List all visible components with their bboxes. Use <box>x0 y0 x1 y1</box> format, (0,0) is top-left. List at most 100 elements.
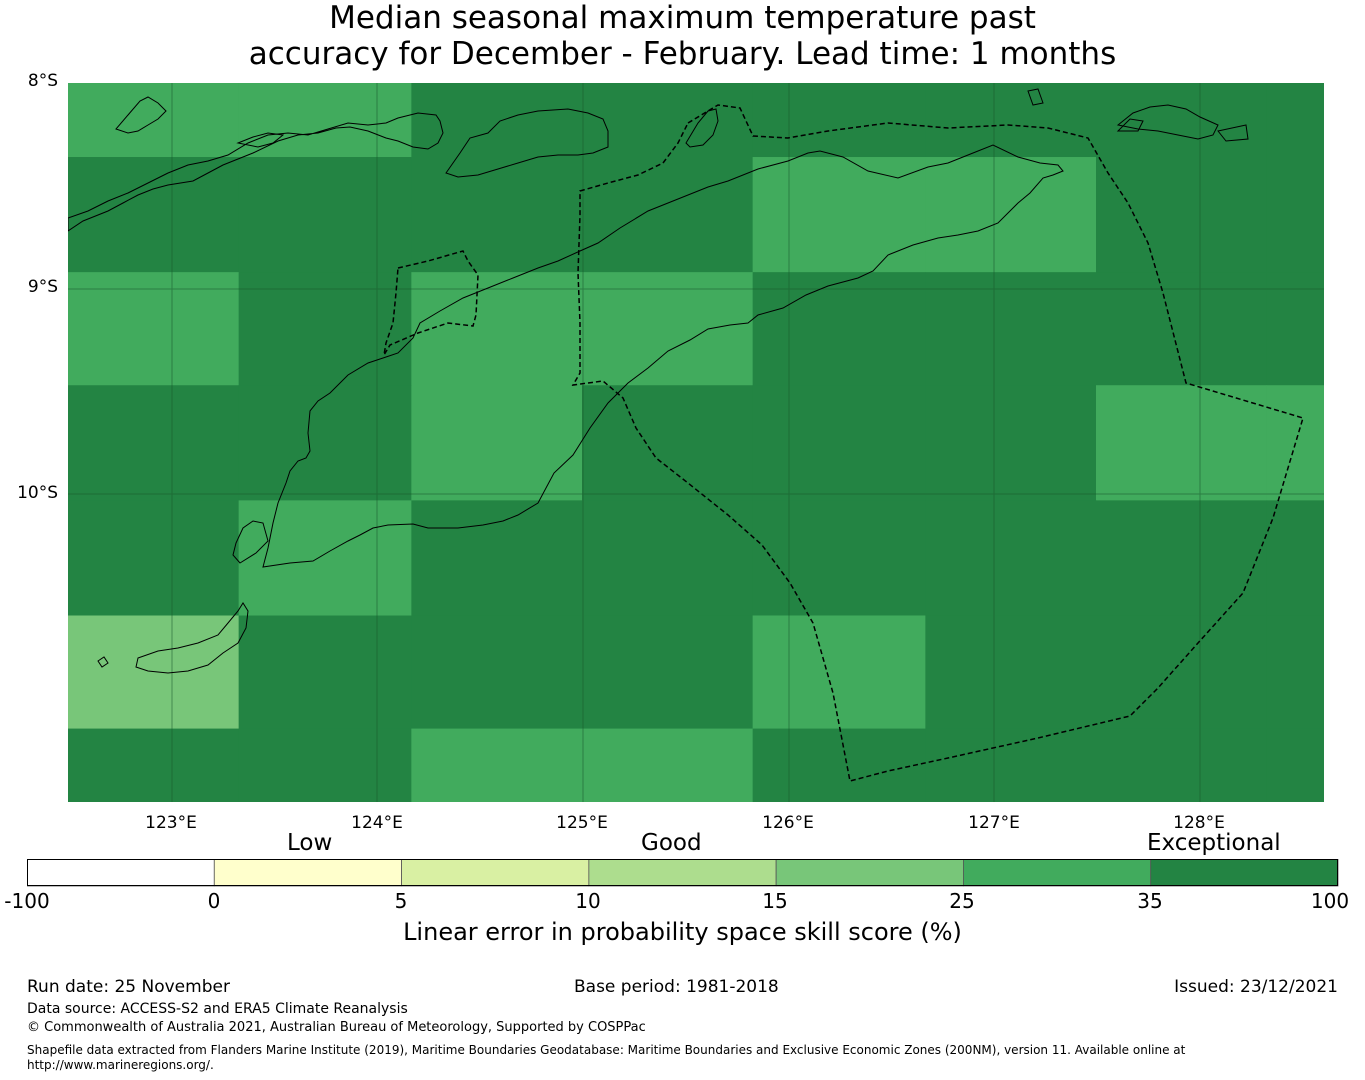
skill-cell <box>925 272 1097 386</box>
northwest-island-coastline <box>68 112 444 232</box>
north-islet-coastline <box>1027 88 1044 106</box>
tick-label: 35 <box>1137 889 1163 913</box>
skill-cell <box>582 83 754 158</box>
skill-cell <box>238 500 412 617</box>
skill-cell <box>1266 728 1324 802</box>
skill-cell <box>752 157 926 273</box>
skill-cell <box>582 500 754 617</box>
skill-cell <box>582 157 754 273</box>
lat-label-8s: 8°S <box>27 71 58 91</box>
skill-cell <box>411 157 583 273</box>
eez-boundary-east <box>571 104 1304 782</box>
colorbar-segment <box>775 859 964 887</box>
shapefile-credit: Shapefile data extracted from Flanders M… <box>27 1043 1186 1057</box>
skill-cell <box>68 385 240 501</box>
skill-cell <box>925 500 1097 617</box>
skill-cell <box>582 272 754 386</box>
skill-cell <box>1266 83 1324 158</box>
sawu-islet-coastline <box>97 656 109 668</box>
lat-label-9s: 9°S <box>27 277 58 297</box>
alor-islet-coastline <box>236 132 285 148</box>
skill-cell <box>1266 157 1324 273</box>
skill-cell <box>68 157 240 273</box>
category-good: Good <box>641 830 702 856</box>
skill-cell <box>1096 728 1268 802</box>
skill-cell <box>582 615 754 730</box>
map-title-line1: Median seasonal maximum temperature past <box>329 0 1036 36</box>
skill-cell <box>411 500 583 617</box>
tick-label: 15 <box>762 889 788 913</box>
skill-map <box>68 83 1324 802</box>
skill-cell <box>752 385 926 501</box>
skill-cell <box>411 385 583 501</box>
lat-label-10s: 10°S <box>17 483 58 503</box>
lon-label-124e: 124°E <box>351 813 403 833</box>
skill-cell <box>238 157 412 273</box>
graticule <box>68 83 1324 802</box>
skill-cell <box>238 728 412 802</box>
map-title-line2: accuracy for December - February. Lead t… <box>248 36 1117 72</box>
atauro-coastline <box>685 108 719 148</box>
tick-label: -100 <box>4 889 50 913</box>
category-low: Low <box>287 830 333 856</box>
tick-label: 25 <box>949 889 975 913</box>
tick-label: 5 <box>394 889 408 913</box>
skill-cell <box>1266 500 1324 617</box>
colorbar-segment <box>27 859 215 887</box>
colorbar-segment <box>401 859 590 887</box>
skill-cell <box>238 83 412 158</box>
base-period: Base period: 1981-2018 <box>574 977 779 997</box>
skill-cell <box>752 83 926 158</box>
colorbar <box>27 859 1339 887</box>
lon-label-123e: 123°E <box>145 813 197 833</box>
skill-cell <box>68 83 240 158</box>
skill-cell <box>238 615 412 730</box>
skill-cell <box>68 500 240 617</box>
skill-cell <box>411 83 583 158</box>
skill-cell <box>68 728 240 802</box>
coastlines <box>68 88 1249 674</box>
skill-cell <box>411 615 583 730</box>
tick-label: 100 <box>1310 889 1350 913</box>
colorbar-title: Linear error in probability space skill … <box>403 918 962 946</box>
skill-grid-cells <box>68 83 1324 802</box>
tick-label: 10 <box>575 889 601 913</box>
skill-cell <box>752 615 926 730</box>
run-date: Run date: 25 November <box>27 977 230 997</box>
skill-cell <box>925 157 1097 273</box>
skill-cell <box>1096 615 1268 730</box>
wetar-coastline <box>445 108 609 178</box>
category-exceptional: Exceptional <box>1147 830 1281 856</box>
shapefile-url: http://www.marineregions.org/. <box>27 1058 214 1072</box>
lon-label-126e: 126°E <box>762 813 814 833</box>
skill-cell <box>411 728 583 802</box>
tick-label: 0 <box>207 889 221 913</box>
skill-cell <box>1096 500 1268 617</box>
copyright: © Commonwealth of Australia 2021, Austra… <box>27 1020 646 1035</box>
east-island-coastline <box>1116 104 1219 140</box>
skill-cell <box>925 83 1097 158</box>
eez-boundary-oecusse <box>383 250 479 356</box>
skill-cell <box>238 272 412 386</box>
lon-label-127e: 127°E <box>968 813 1020 833</box>
lon-label-125e: 125°E <box>556 813 608 833</box>
skill-cell <box>752 272 926 386</box>
alor-coastline <box>115 96 167 134</box>
skill-cell <box>1266 272 1324 386</box>
east-islet-2-coastline <box>1116 118 1144 132</box>
east-islet-coastline <box>1217 124 1249 142</box>
colorbar-segment <box>1150 859 1339 887</box>
issued-date: Issued: 23/12/2021 <box>1174 977 1338 997</box>
skill-cell <box>925 385 1097 501</box>
skill-cell <box>1096 385 1268 501</box>
colorbar-segment <box>213 859 402 887</box>
skill-cell <box>1096 83 1268 158</box>
colorbar-segment <box>963 859 1152 887</box>
skill-cell <box>1266 615 1324 730</box>
skill-cell <box>925 728 1097 802</box>
skill-cell <box>238 385 412 501</box>
lon-label-128e: 128°E <box>1173 813 1225 833</box>
timor-coastline <box>262 144 1064 568</box>
skill-cell <box>752 728 926 802</box>
skill-cell <box>1096 157 1268 273</box>
